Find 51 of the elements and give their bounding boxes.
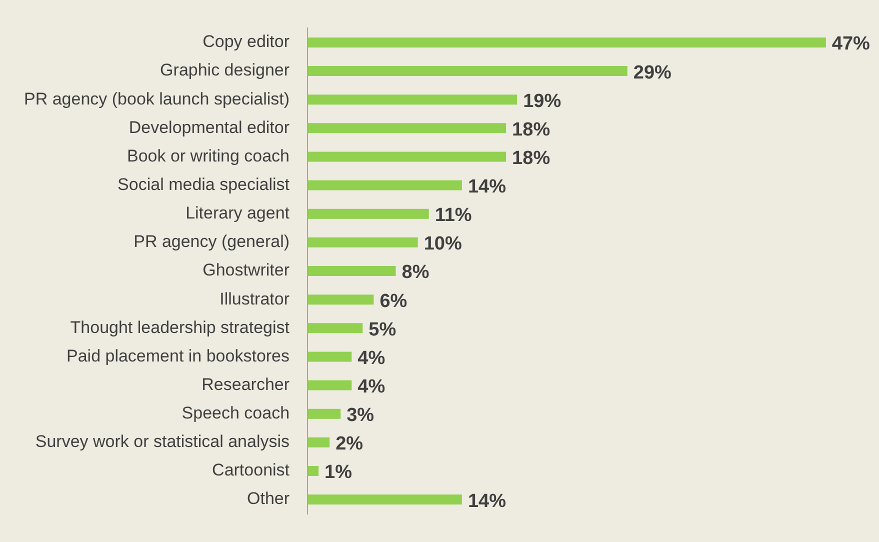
data-label: 5%: [368, 319, 396, 340]
data-label: 29%: [633, 62, 672, 84]
bar: [308, 494, 462, 505]
y-tick-label: Ghostwriter: [202, 260, 290, 280]
data-label: 18%: [512, 119, 550, 140]
y-tick-label: Literary agent: [186, 204, 290, 223]
data-label: 11%: [434, 205, 472, 226]
data-label: 47%: [832, 34, 870, 55]
bar: [308, 37, 826, 48]
y-tick-label: Social media specialist: [118, 174, 290, 194]
bar: [308, 123, 506, 134]
bar: [308, 94, 518, 105]
data-label: 14%: [468, 176, 506, 198]
y-tick-label: PR agency (general): [134, 232, 290, 252]
bar: [308, 266, 396, 276]
bar: [308, 408, 341, 419]
bar: [308, 380, 352, 390]
data-label: 2%: [336, 434, 364, 455]
y-tick-label: Paid placement in bookstores: [66, 346, 290, 366]
bar: [308, 180, 462, 190]
bar: [308, 352, 352, 362]
bar: [308, 152, 506, 162]
data-label: 10%: [424, 234, 462, 255]
bar: [308, 208, 429, 219]
bar: [308, 66, 628, 76]
data-label: 3%: [346, 405, 374, 426]
y-tick-label: Copy editor: [202, 32, 290, 52]
y-tick-label: Speech coach: [182, 404, 290, 423]
data-label: 18%: [512, 148, 550, 169]
y-tick-label: PR agency (book launch specialist): [24, 89, 290, 108]
data-label: 4%: [358, 376, 386, 398]
y-tick-label: Cartoonist: [212, 460, 290, 480]
y-tick-label: Illustrator: [220, 289, 290, 308]
y-tick-label: Survey work or statistical analysis: [35, 432, 290, 452]
data-label: 4%: [358, 348, 386, 369]
data-label: 19%: [523, 90, 562, 112]
bar: [308, 294, 374, 305]
y-tick-label: Graphic designer: [160, 60, 290, 80]
y-tick-label: Researcher: [202, 374, 290, 394]
data-label: 14%: [468, 490, 506, 512]
data-label: 1%: [324, 462, 352, 484]
bar: [308, 323, 363, 334]
bar: [308, 437, 330, 448]
y-tick-label: Thought leadership strategist: [70, 318, 290, 337]
y-tick-label: Book or writing coach: [126, 146, 290, 166]
data-label: 8%: [402, 262, 430, 284]
data-label: 6%: [380, 290, 408, 312]
bar: [308, 466, 319, 476]
bar: [308, 237, 418, 248]
y-tick-label: Developmental editor: [128, 118, 290, 137]
y-tick-label: Other: [246, 489, 290, 508]
